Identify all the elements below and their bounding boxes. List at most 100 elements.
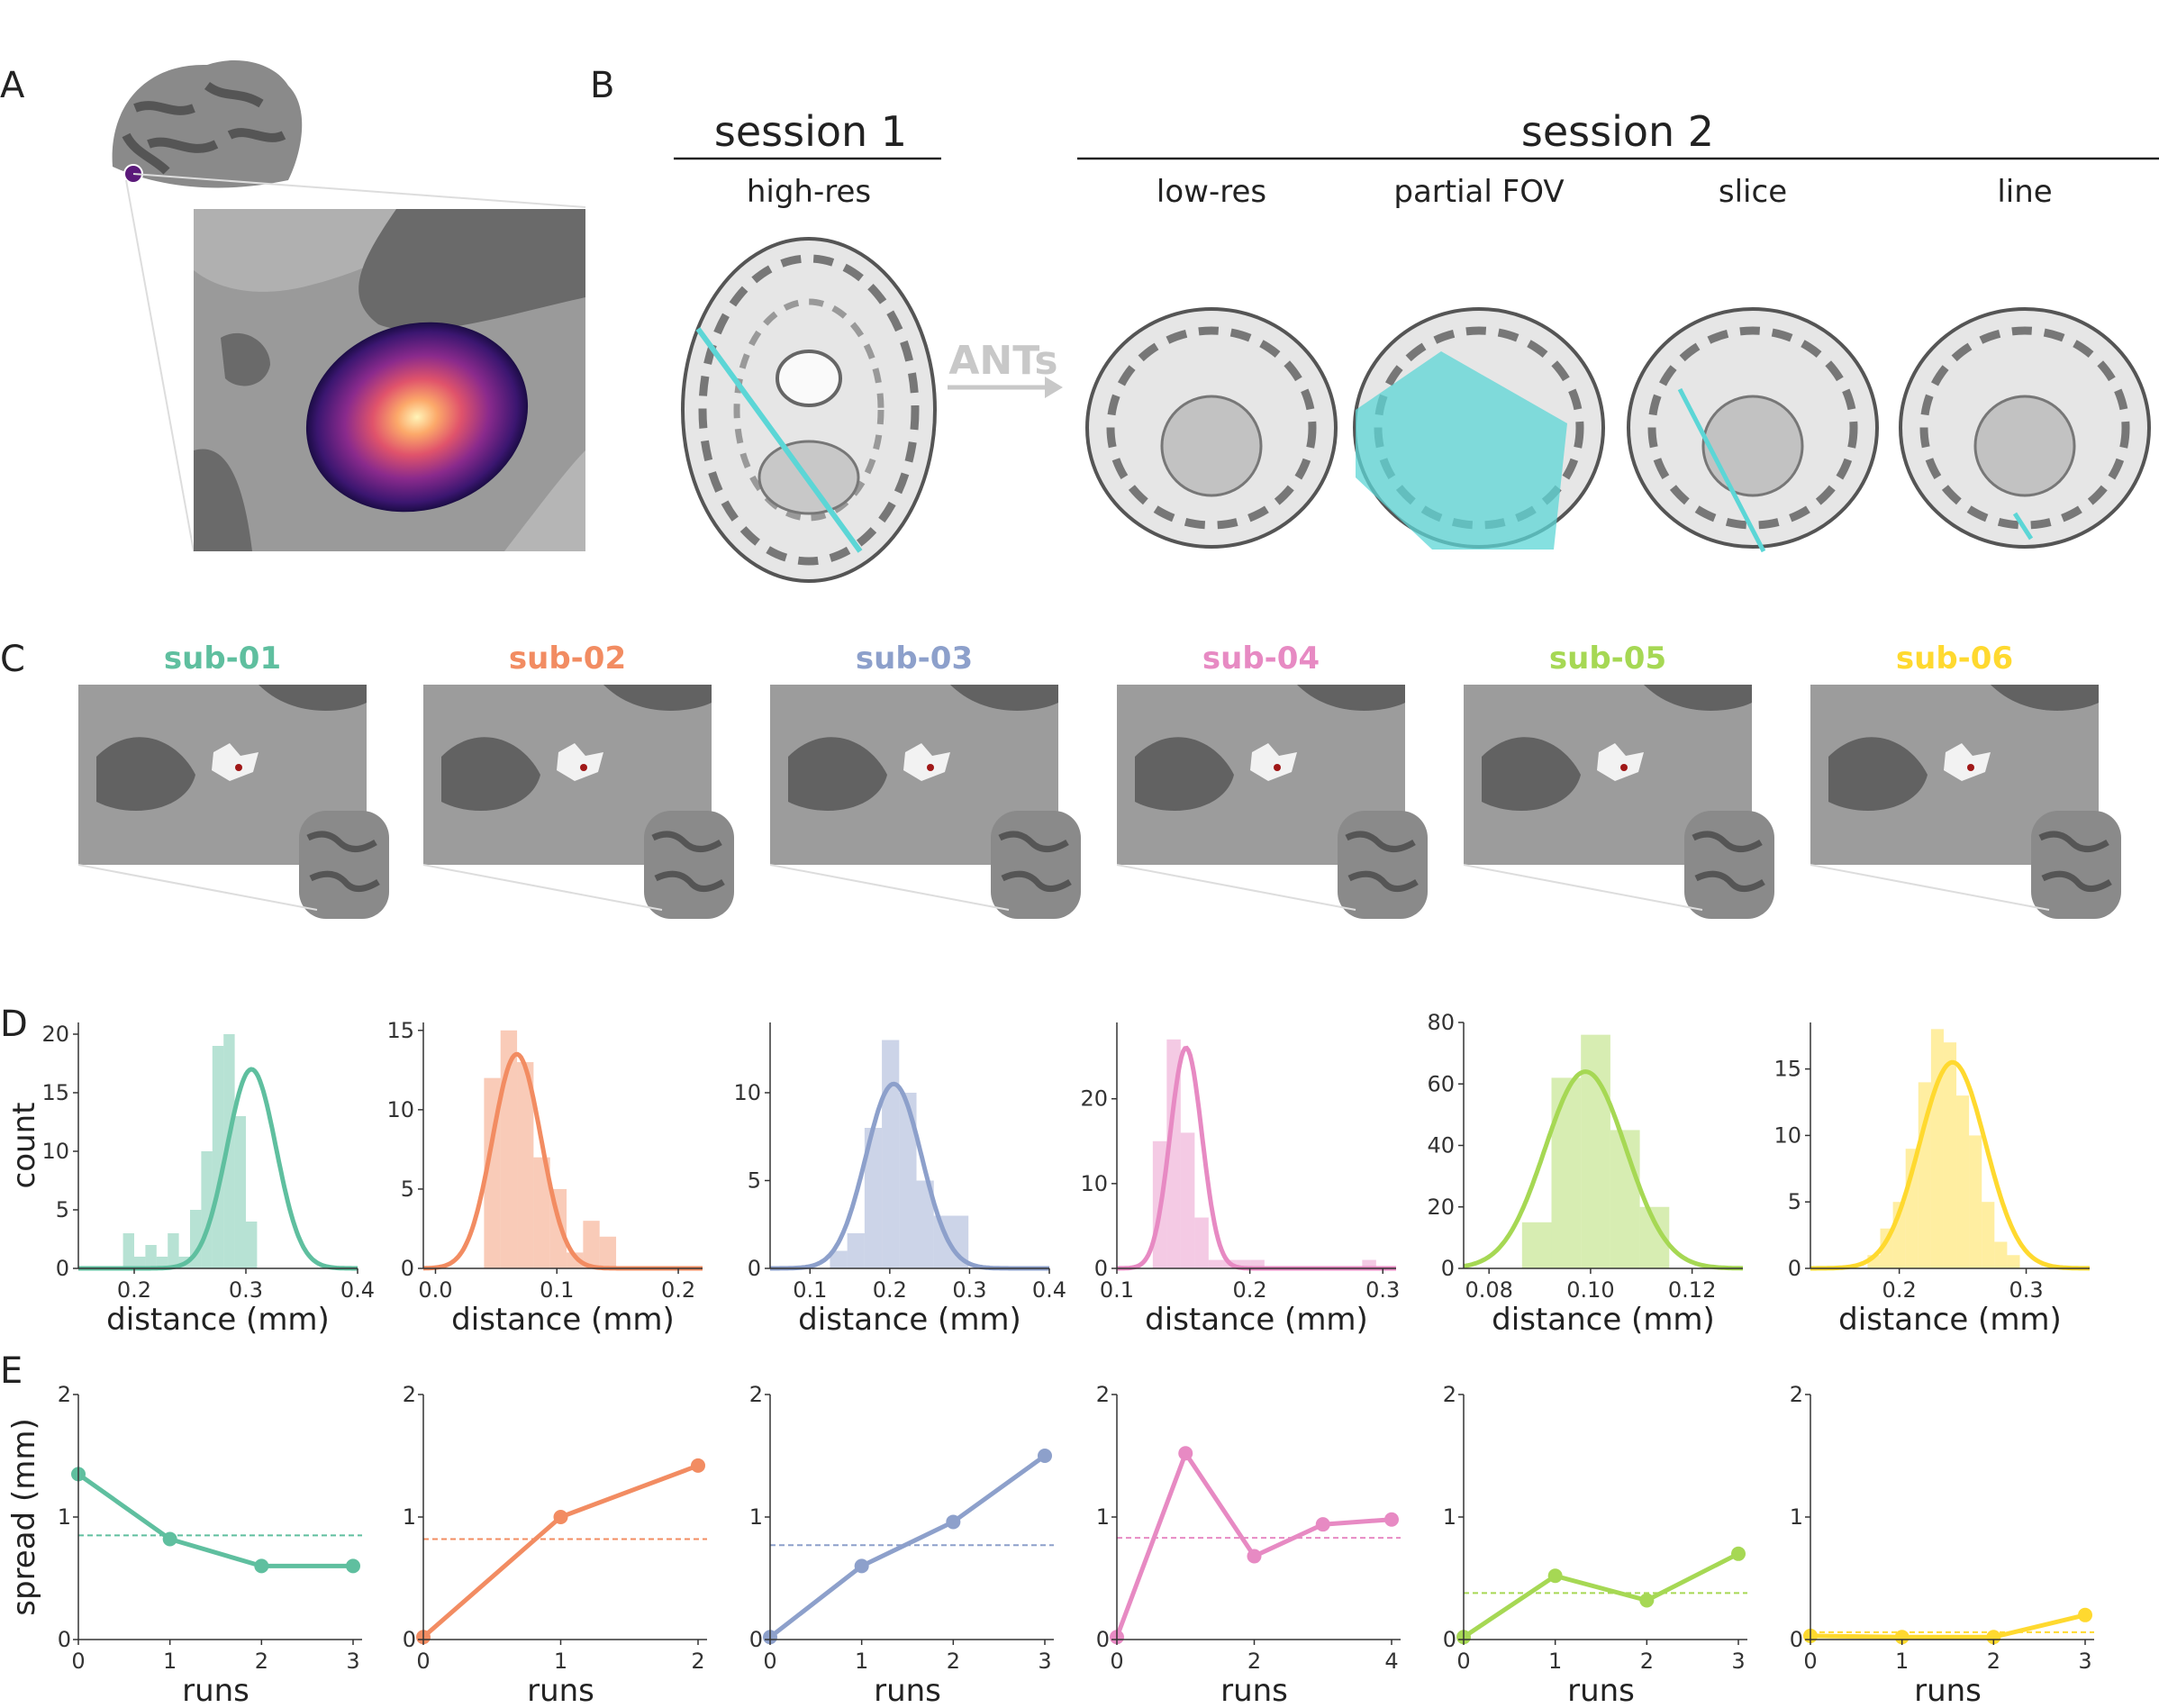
y-tick-label: 80 (1427, 1010, 1455, 1035)
data-point (1731, 1546, 1746, 1561)
y-tick-label: 2 (1443, 1382, 1456, 1407)
panel-d: 0 5 10 15 20 0.2 0.3 0.4 distance (mm) count 0 5 10 1… (6, 1010, 2091, 1338)
y-tick-label: 10 (386, 1097, 414, 1122)
y-tick-label: 2 (58, 1382, 71, 1407)
hist-bar (1982, 1202, 1995, 1268)
x-tick-label: 0.12 (1668, 1277, 1716, 1303)
sulcus-patch (1482, 737, 1581, 811)
surface-inset (644, 811, 734, 919)
x-tick-label: 2 (1640, 1649, 1654, 1674)
sulcus-patch (788, 737, 887, 811)
y-tick-label: 1 (1443, 1504, 1456, 1530)
panel-a-zoom (194, 209, 585, 551)
hist-bar (899, 1093, 917, 1268)
y-tick-label: 0 (1094, 1256, 1108, 1281)
data-point (1038, 1449, 1052, 1463)
data-point (946, 1514, 961, 1530)
hist-bar (933, 1215, 951, 1268)
y-tick-label: 60 (1427, 1071, 1455, 1096)
hist-bar (1208, 1259, 1223, 1268)
x-axis-label: distance (mm) (451, 1302, 675, 1338)
x-tick-label: 0.4 (1032, 1277, 1066, 1303)
spread-plot-sub-03: 0 1 2 0 1 2 3 runs (749, 1382, 1054, 1708)
x-tick-label: 0 (1110, 1649, 1123, 1674)
hist-bar (122, 1233, 134, 1268)
x-axis-label: distance (mm) (1492, 1302, 1715, 1338)
x-tick-label: 0.3 (229, 1277, 263, 1303)
x-axis-label: runs (1567, 1673, 1635, 1708)
x-tick-label: 0.3 (952, 1277, 986, 1303)
y-tick-label: 1 (403, 1504, 416, 1530)
x-tick-label: 0.2 (661, 1277, 695, 1303)
data-point (1894, 1630, 1910, 1645)
hist-bar (583, 1221, 600, 1268)
col-slice: slice (1719, 174, 1787, 210)
hist-bar (533, 1157, 550, 1268)
x-tick-label: 0.2 (873, 1277, 907, 1303)
sulcus-patch (1991, 685, 2099, 711)
hist-bar (1250, 1259, 1265, 1268)
zoom-connector (769, 864, 1010, 911)
subject-label-sub-05: sub-05 (1549, 640, 1666, 677)
kde-curve (1810, 1059, 2091, 1271)
hist-bar (599, 1236, 617, 1268)
y-tick-label: 2 (1096, 1382, 1110, 1407)
x-tick-label: 2 (947, 1649, 960, 1674)
data-point (854, 1558, 869, 1574)
x-axis-label: distance (mm) (1838, 1302, 2062, 1338)
y-tick-label: 5 (1788, 1189, 1801, 1214)
col-partial-fov: partial FOV (1393, 174, 1564, 210)
y-tick-label: 15 (386, 1018, 414, 1043)
y-tick-label: 0 (1096, 1627, 1110, 1652)
y-tick-label: 1 (58, 1504, 71, 1530)
subject-panel-sub-06: sub-06 (1810, 640, 2121, 919)
x-tick-label: 0.2 (1882, 1277, 1917, 1303)
x-tick-label: 1 (1548, 1649, 1562, 1674)
hist-bar (1956, 1095, 1970, 1268)
x-tick-label: 0.3 (1365, 1277, 1400, 1303)
target-vertex (1967, 764, 1974, 771)
zoom-connector (1463, 864, 1703, 911)
session1-title: session 1 (714, 107, 907, 156)
panel-label-d: D (0, 1004, 28, 1045)
target-vertex (1620, 764, 1628, 771)
inset-gyri (306, 831, 380, 892)
hist-bar (916, 1180, 934, 1268)
x-tick-label: 2 (1987, 1649, 2000, 1674)
y-tick-label: 40 (1427, 1133, 1455, 1158)
x-tick-label: 0.08 (1465, 1277, 1512, 1303)
hist-bar (1994, 1241, 2008, 1268)
panel-label-a: A (0, 65, 25, 106)
x-axis-label: runs (527, 1673, 594, 1708)
col-low-res: low-res (1157, 174, 1266, 210)
x-axis-label: runs (1914, 1673, 1982, 1708)
activation-patch (1597, 743, 1644, 781)
hist-bar (1521, 1222, 1552, 1268)
x-tick-label: 0 (416, 1649, 430, 1674)
zoom-connector (422, 864, 663, 911)
hist-bar (567, 1252, 584, 1268)
spread-plot-sub-02: 0 1 2 0 1 2 runs (403, 1382, 707, 1708)
ants-label: ANTs (948, 338, 1057, 384)
sulcus-patch (603, 685, 712, 711)
data-point (691, 1458, 705, 1473)
sulcus-patch (259, 685, 367, 711)
x-tick-label: 3 (1038, 1649, 1051, 1674)
spread-plot-sub-04: 0 1 2 0 2 4 runs (1096, 1382, 1401, 1708)
activation-patch (1250, 743, 1297, 781)
hist-bar (145, 1245, 157, 1268)
y-tick-label: 20 (1427, 1195, 1455, 1220)
brain-high-res (681, 237, 937, 583)
x-tick-label: 0.4 (340, 1277, 375, 1303)
sulcus-patch (1644, 685, 1752, 711)
y-axis-label: spread (mm) (6, 1418, 42, 1615)
zoom-connector (1116, 864, 1356, 911)
hist-bar (1362, 1259, 1376, 1268)
subject-label-sub-03: sub-03 (856, 640, 973, 677)
x-axis-label: distance (mm) (1145, 1302, 1368, 1338)
data-point (1247, 1549, 1262, 1564)
brain-low-res (1085, 307, 1338, 549)
hist-bar (2007, 1255, 2020, 1268)
data-point (254, 1558, 269, 1574)
